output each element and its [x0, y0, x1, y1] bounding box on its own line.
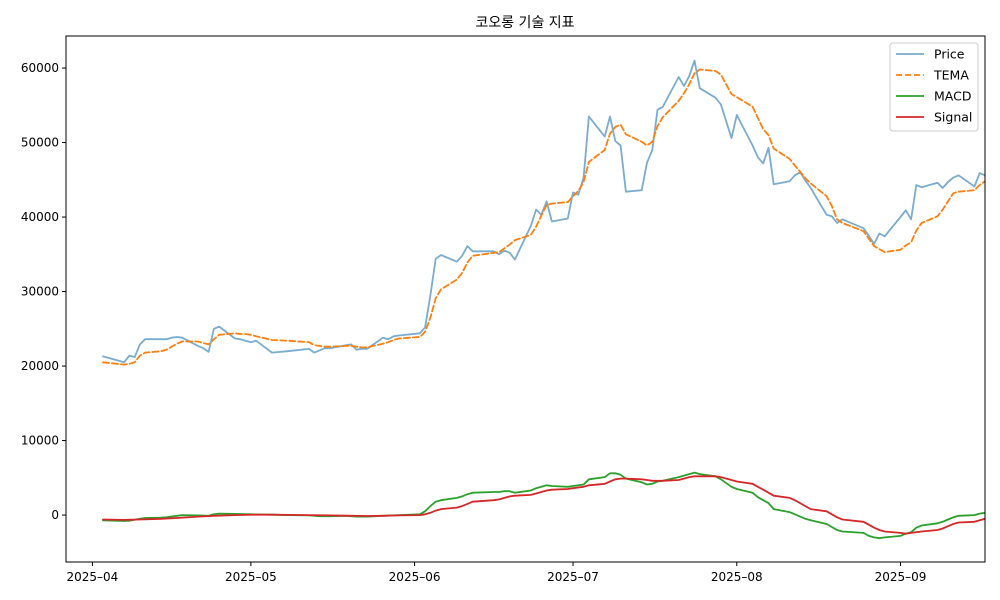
y-tick-label: 20000: [21, 359, 59, 373]
x-tick-label: 2025–08: [711, 570, 763, 584]
y-axis: 0 10000 20000 30000 40000 50000 60000: [21, 61, 66, 522]
series-line-tema: [102, 68, 985, 366]
plot-frame: [65, 35, 986, 563]
x-tick-label: 2025–09: [875, 570, 927, 584]
series-line-signal: [102, 475, 985, 535]
y-tick-label: 30000: [21, 285, 59, 299]
series-line-macd: [102, 471, 985, 540]
legend-label-tema: TEMA: [933, 68, 969, 83]
legend: Price TEMA MACD Signal: [889, 42, 979, 132]
y-tick-label: 50000: [21, 136, 59, 150]
series-line-price: [102, 59, 985, 364]
legend-label-price: Price: [934, 47, 965, 62]
plot-area: [102, 59, 985, 540]
legend-box: [889, 42, 979, 132]
x-tick-label: 2025–07: [547, 570, 599, 584]
y-tick-label: 60000: [21, 61, 59, 75]
y-tick-label: 40000: [21, 210, 59, 224]
y-tick-label: 0: [51, 508, 59, 522]
x-tick-label: 2025–05: [225, 570, 277, 584]
legend-label-signal: Signal: [934, 110, 972, 125]
x-axis: 2025–04 2025–05 2025–06 2025–07 2025–08 2025–…: [67, 562, 927, 584]
legend-label-macd: MACD: [934, 89, 971, 104]
x-tick-label: 2025–04: [67, 570, 119, 584]
y-tick-label: 10000: [21, 434, 59, 448]
x-tick-label: 2025–06: [389, 570, 441, 584]
chart-title: 코오롱 기술 지표: [475, 15, 574, 31]
